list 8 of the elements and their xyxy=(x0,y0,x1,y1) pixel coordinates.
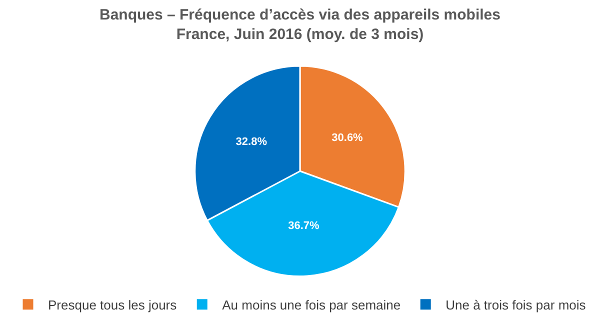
chart-title: Banques – Fréquence d’accès via des appareils mobiles xyxy=(99,6,501,24)
legend-label: Au moins une fois par semaine xyxy=(222,297,401,312)
data-label: 36.7% xyxy=(288,220,320,232)
legend-label: Presque tous les jours xyxy=(48,297,178,312)
chart-subtitle: France, Juin 2016 (moy. de 3 mois) xyxy=(176,26,424,44)
data-label: 32.8% xyxy=(236,136,268,148)
data-label: 30.6% xyxy=(332,132,364,144)
legend-label: Une à trois fois par mois xyxy=(446,297,586,312)
